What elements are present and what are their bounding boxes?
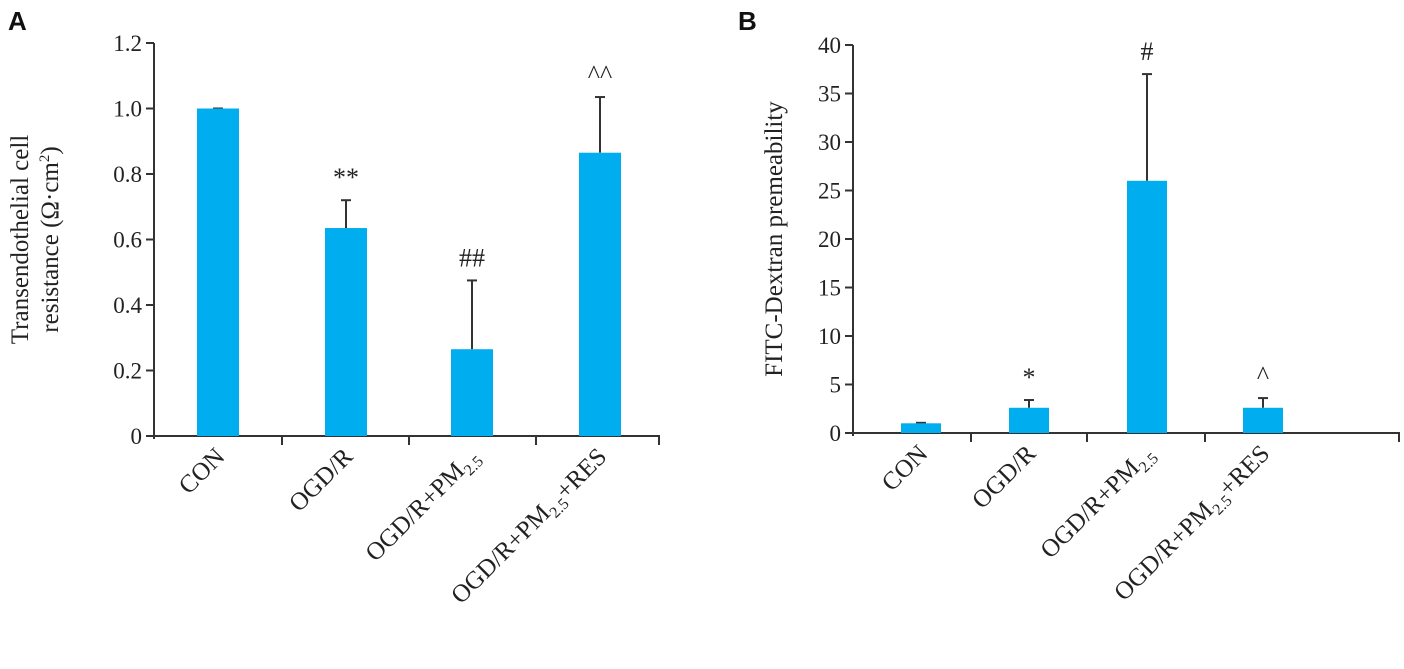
significance-marker: * bbox=[1023, 363, 1036, 392]
y-tick-label: 0.8 bbox=[113, 162, 142, 187]
bar bbox=[1127, 180, 1167, 433]
category-main: CON bbox=[174, 443, 230, 499]
significance-marker: # bbox=[1141, 37, 1154, 66]
y-tick-label: 1.0 bbox=[113, 97, 142, 122]
x-category-label: OGD/R bbox=[284, 443, 358, 517]
x-category-label: CON bbox=[877, 440, 933, 496]
y-tick-label: 0.2 bbox=[113, 359, 142, 384]
y-tick-label: 0 bbox=[131, 424, 143, 449]
y-tick-label: 0.4 bbox=[113, 293, 142, 318]
x-category-label: CON bbox=[174, 443, 230, 499]
panel-letter-b: B bbox=[738, 6, 757, 36]
category-main: OGD/R+PM bbox=[1035, 454, 1145, 564]
y-tick-label: 1.2 bbox=[113, 31, 142, 56]
chart-a: 00.20.40.60.81.01.2CON**OGD/R##OGD/R+PM2… bbox=[7, 31, 660, 610]
bar bbox=[1009, 407, 1049, 433]
category-main: CON bbox=[877, 440, 933, 496]
x-category-label: OGD/R bbox=[967, 440, 1041, 514]
y-tick-label: 10 bbox=[818, 324, 841, 349]
significance-marker: ^ bbox=[1257, 361, 1269, 390]
x-category-label: OGD/R+PM2.5 bbox=[360, 443, 487, 570]
significance-marker: ^^ bbox=[588, 60, 612, 89]
category-main: OGD/R+PM bbox=[446, 500, 556, 610]
category-main: OGD/R bbox=[284, 443, 358, 517]
y-tick-label: 0 bbox=[830, 421, 842, 446]
category-main: OGD/R+PM bbox=[1109, 497, 1219, 607]
panel-letter-a: A bbox=[8, 6, 27, 36]
bar bbox=[579, 152, 621, 436]
y-tick-label: 0.6 bbox=[113, 228, 142, 253]
bar bbox=[197, 108, 239, 436]
ylabel-text: resistance (Ω·cm bbox=[37, 162, 64, 333]
y-axis-label-line1: FITC-Dextran premeability bbox=[761, 101, 788, 377]
ylabel-close: ) bbox=[37, 146, 64, 154]
category-suffix: +RES bbox=[551, 443, 612, 504]
category-main: OGD/R bbox=[967, 440, 1041, 514]
y-tick-label: 5 bbox=[830, 373, 842, 398]
y-tick-label: 25 bbox=[818, 179, 841, 204]
significance-marker: ** bbox=[333, 163, 359, 192]
y-tick-label: 20 bbox=[818, 227, 841, 252]
y-tick-label: 15 bbox=[818, 276, 841, 301]
y-tick-label: 30 bbox=[818, 130, 841, 155]
y-tick-label: 40 bbox=[818, 33, 841, 58]
y-axis-label-line2: resistance (Ω·cm2) bbox=[37, 146, 64, 332]
x-category-label: OGD/R+PM2.5 bbox=[1035, 440, 1162, 567]
bar bbox=[451, 349, 493, 436]
ylabel-superscript: 2 bbox=[37, 155, 53, 163]
bar bbox=[325, 228, 367, 436]
chart-b: 0 5 10 15 20 25 30 35 40 CON * OGD/R # OGD/R+PM2.5 ^ OG… bbox=[761, 33, 1400, 607]
category-main: OGD/R+PM bbox=[360, 457, 470, 567]
bar bbox=[1243, 407, 1283, 433]
category-suffix: +RES bbox=[1214, 440, 1275, 501]
bar bbox=[901, 423, 941, 433]
significance-marker: ## bbox=[459, 243, 485, 272]
y-tick-label: 35 bbox=[818, 82, 841, 107]
y-axis-label-line1: Transendothelial cell bbox=[7, 135, 34, 345]
